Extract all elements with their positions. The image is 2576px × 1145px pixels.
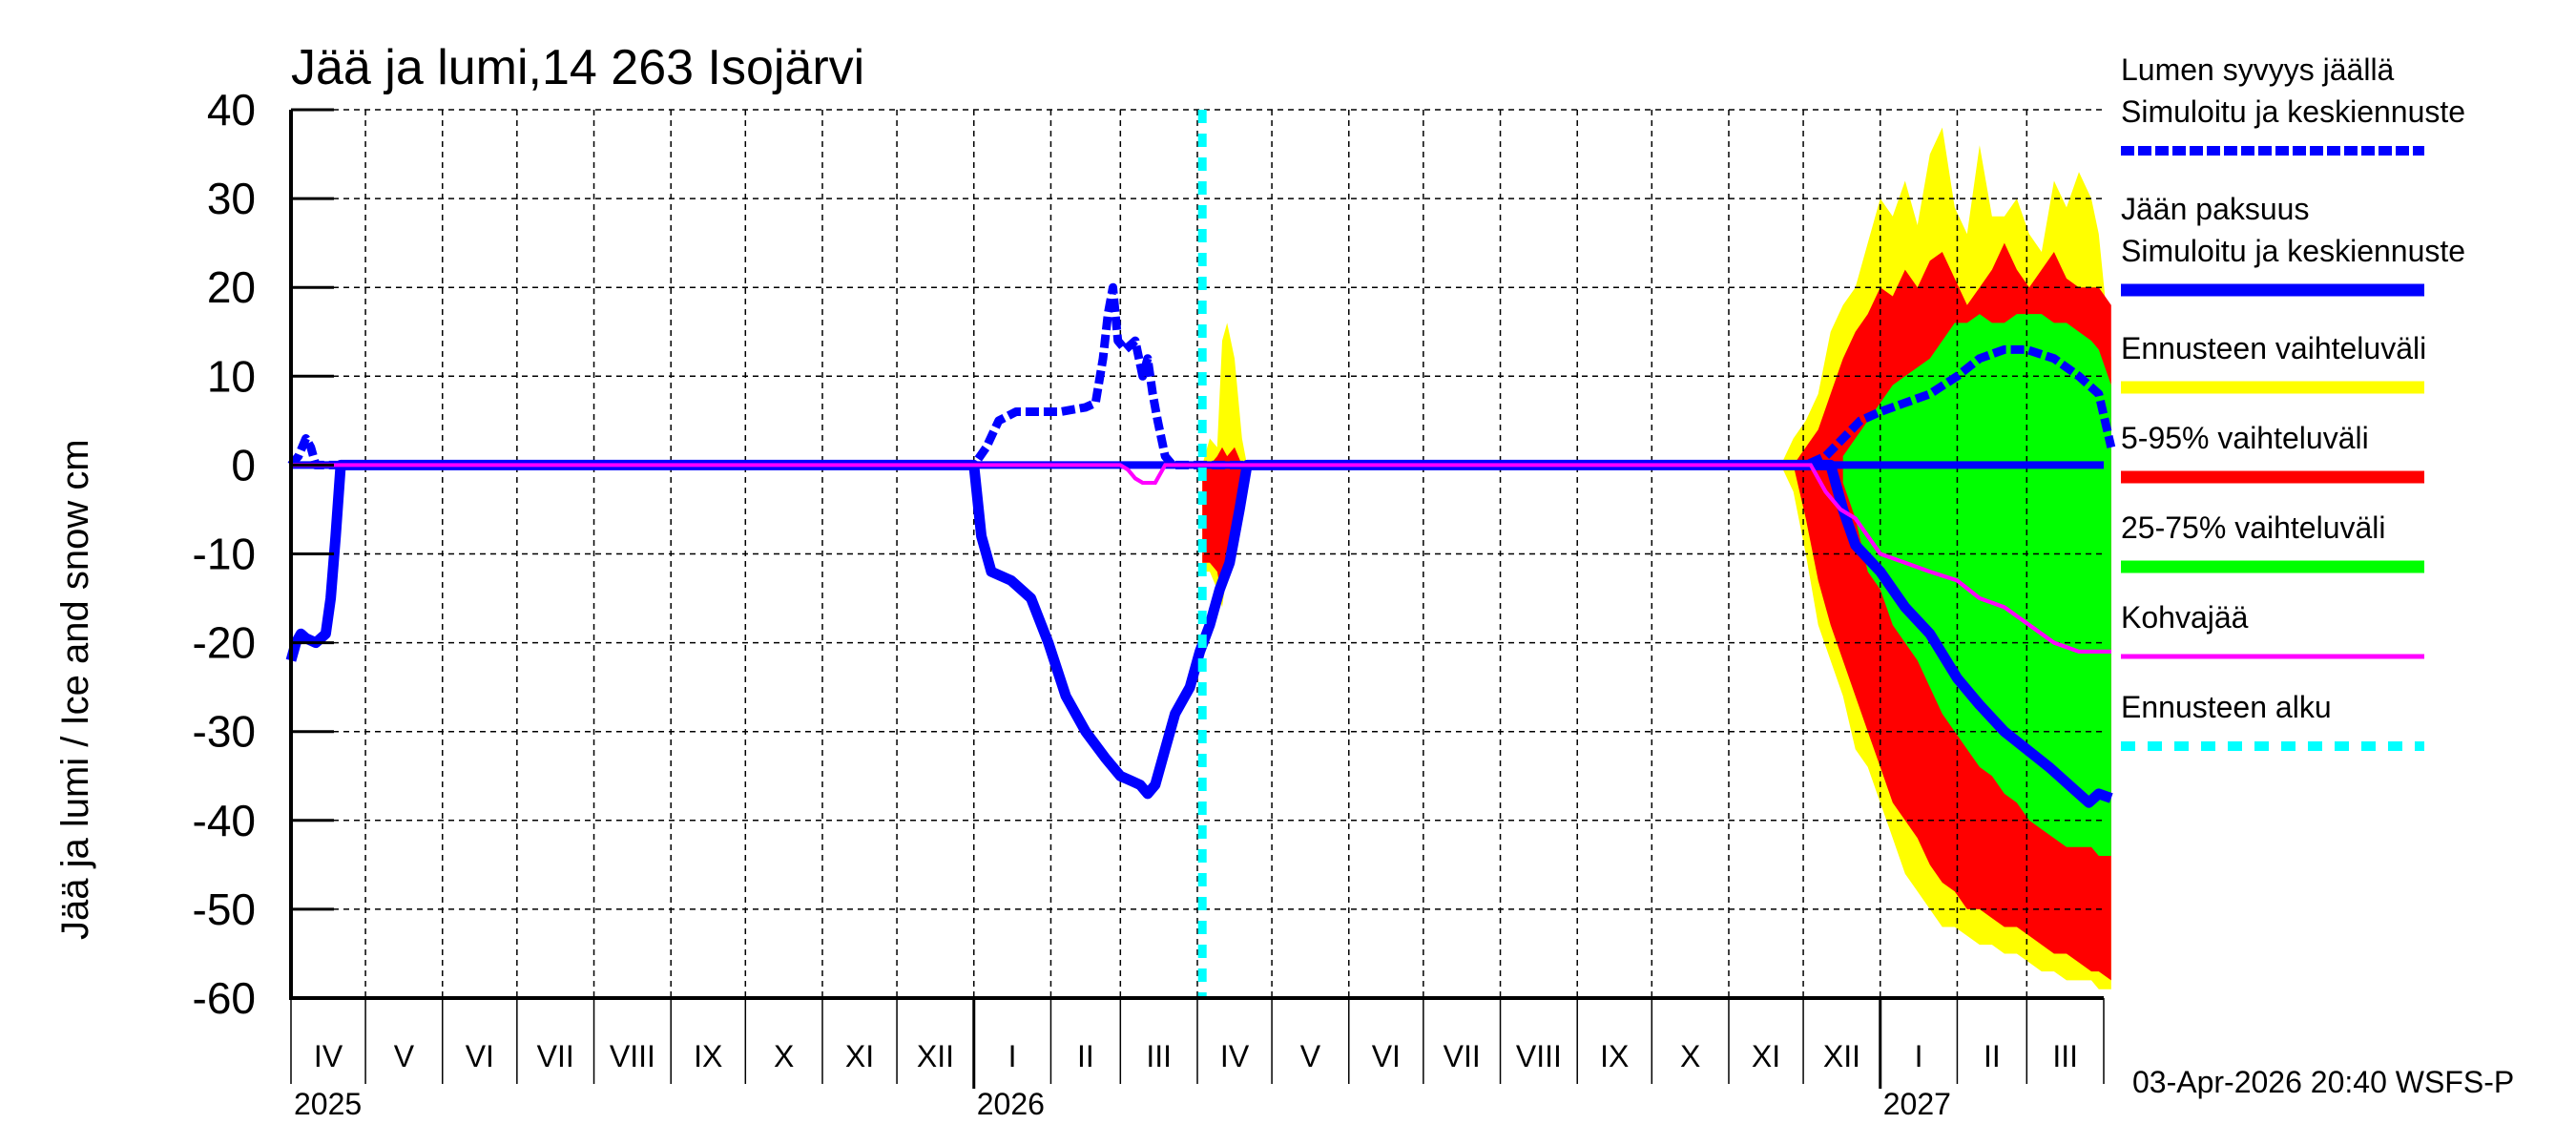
month-label: XII: [1823, 1039, 1860, 1073]
timestamp: 03-Apr-2026 20:40 WSFS-P: [2132, 1065, 2514, 1099]
legend-label: Kohvajää: [2121, 600, 2249, 635]
month-label: I: [1915, 1039, 1923, 1073]
month-label: X: [774, 1039, 794, 1073]
y-tick-label: -60: [193, 973, 256, 1023]
month-label: III: [1146, 1039, 1172, 1073]
month-label: III: [2052, 1039, 2078, 1073]
legend-label: Lumen syvyys jäällä: [2121, 52, 2395, 87]
legend-item: Ennusteen alku: [2121, 690, 2424, 751]
month-label: IX: [1600, 1039, 1629, 1073]
month-label: IV: [1220, 1039, 1250, 1073]
month-label: VI: [1372, 1039, 1401, 1073]
month-label: XI: [1752, 1039, 1780, 1073]
month-label: XII: [917, 1039, 954, 1073]
month-label: VI: [466, 1039, 494, 1073]
legend-item: Kohvajää: [2121, 600, 2424, 659]
y-tick-label: -50: [193, 885, 256, 934]
month-label: II: [1984, 1039, 2001, 1073]
legend-label: Ennusteen vaihteluväli: [2121, 331, 2426, 365]
month-label: I: [1008, 1039, 1017, 1073]
y-tick-label: -10: [193, 530, 256, 579]
month-label: V: [1300, 1039, 1321, 1073]
forecast-bands: [1202, 127, 2111, 989]
y-tick-label: 40: [207, 85, 256, 135]
y-tick-label: -20: [193, 618, 256, 668]
month-label: II: [1077, 1039, 1094, 1073]
month-label: IX: [694, 1039, 722, 1073]
y-tick-label: 10: [207, 351, 256, 401]
legend-item: Lumen syvyys jäällä Simuloitu ja keskienn…: [2121, 52, 2465, 156]
legend: Lumen syvyys jäällä Simuloitu ja keskienn…: [2121, 52, 2465, 751]
legend-label-2: Simuloitu ja keskiennuste: [2121, 94, 2465, 129]
legend-label-2: Simuloitu ja keskiennuste: [2121, 234, 2465, 268]
month-label: VII: [1444, 1039, 1481, 1073]
slush-ice-line-top: [291, 463, 2111, 654]
y-axis-label: Jää ja lumi / Ice and snow cm: [54, 439, 96, 940]
legend-item: 25-75% vaihteluväli: [2121, 510, 2424, 573]
month-label: X: [1680, 1039, 1700, 1073]
y-tick-label: -30: [193, 707, 256, 757]
legend-item: Ennusteen vaihteluväli: [2121, 331, 2426, 394]
y-tick-label: 0: [231, 440, 256, 489]
y-tick-label: -40: [193, 796, 256, 845]
year-label: 2025: [294, 1087, 362, 1121]
month-label: V: [394, 1039, 415, 1073]
series-lines: [285, 282, 2116, 808]
y-tick-label: 30: [207, 174, 256, 223]
ice-thickness-line: [285, 459, 2113, 808]
legend-label: 25-75% vaihteluväli: [2121, 510, 2386, 545]
legend-label: 5-95% vaihteluväli: [2121, 421, 2369, 455]
axes: [289, 108, 2105, 1089]
x-axis-month-labels: IV V VI VII VIII IX X XI XII I II III IV V VI VII VIII IX…: [314, 1039, 2078, 1073]
year-label: 2027: [1883, 1087, 1951, 1121]
legend-item: Jään paksuus Simuloitu ja keskiennuste: [2121, 192, 2465, 297]
year-label: 2026: [977, 1087, 1045, 1121]
legend-item: 5-95% vaihteluväli: [2121, 421, 2424, 484]
legend-label: Jään paksuus: [2121, 192, 2309, 226]
legend-label: Ennusteen alku: [2121, 690, 2332, 724]
y-tick-label: 20: [207, 262, 256, 312]
chart-title: Jää ja lumi,14 263 Isojärvi: [291, 40, 864, 95]
month-label: IV: [314, 1039, 343, 1073]
month-label: VIII: [1516, 1039, 1562, 1073]
band-25-75-vaihteluv-li: [1842, 314, 2111, 857]
x-axis-year-labels: 2025 2026 2027: [294, 1087, 1951, 1121]
y-axis-ticks: 40 30 20 10 0 -10 -20 -30 -40 -50 -60: [193, 85, 256, 1023]
month-label: VIII: [610, 1039, 655, 1073]
grid: [291, 109, 2104, 998]
month-label: VII: [537, 1039, 574, 1073]
snow-depth-line: [287, 282, 2116, 469]
month-label: XI: [845, 1039, 874, 1073]
